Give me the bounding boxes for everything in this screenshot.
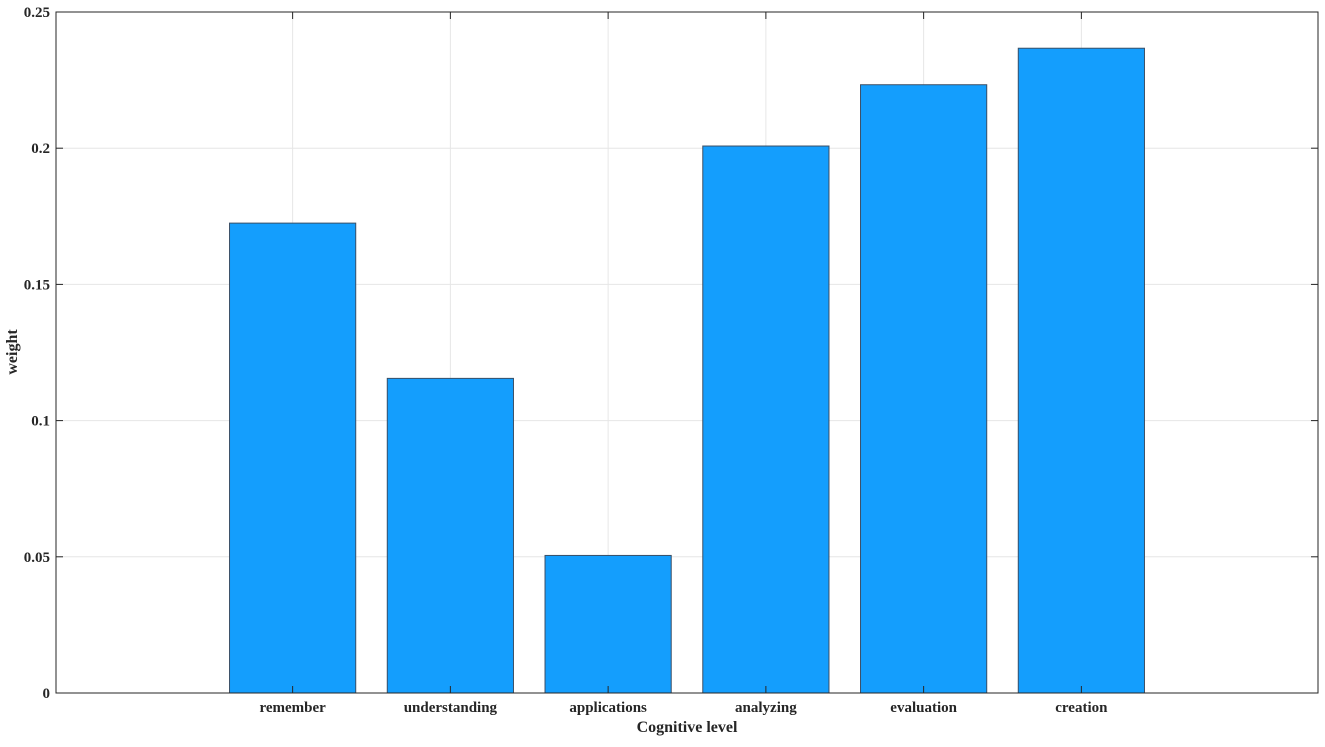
x-axis-label: Cognitive level — [637, 719, 738, 736]
x-tick-label: creation — [1055, 700, 1108, 716]
bar-remember — [229, 222, 357, 694]
bar-understanding — [386, 377, 514, 694]
bar-analyzing — [702, 145, 830, 694]
x-tick-label: evaluation — [890, 700, 957, 716]
x-tick-label: applications — [569, 700, 647, 716]
y-axis-label: weight — [4, 329, 21, 375]
bars — [229, 47, 1145, 694]
bar-applications — [544, 554, 672, 694]
y-tick-label: 0.1 — [31, 414, 50, 430]
y-tick-label: 0.2 — [31, 141, 50, 157]
axes — [55, 11, 1319, 694]
x-tick-label: remember — [259, 700, 326, 716]
bar-evaluation — [860, 84, 988, 694]
x-tick-label: understanding — [404, 700, 498, 716]
x-tick-label: analyzing — [735, 700, 797, 716]
tick-labels: 0 0.05 0.1 0.15 0.2 0.25 remember understanding… — [24, 5, 1108, 716]
y-tick-label: 0.05 — [24, 550, 50, 566]
y-tick-label: 0.25 — [24, 5, 50, 21]
bar-creation — [1017, 47, 1145, 694]
plot-frame — [55, 11, 1319, 694]
y-tick-label: 0 — [43, 686, 51, 702]
y-tick-label: 0.15 — [24, 277, 50, 293]
